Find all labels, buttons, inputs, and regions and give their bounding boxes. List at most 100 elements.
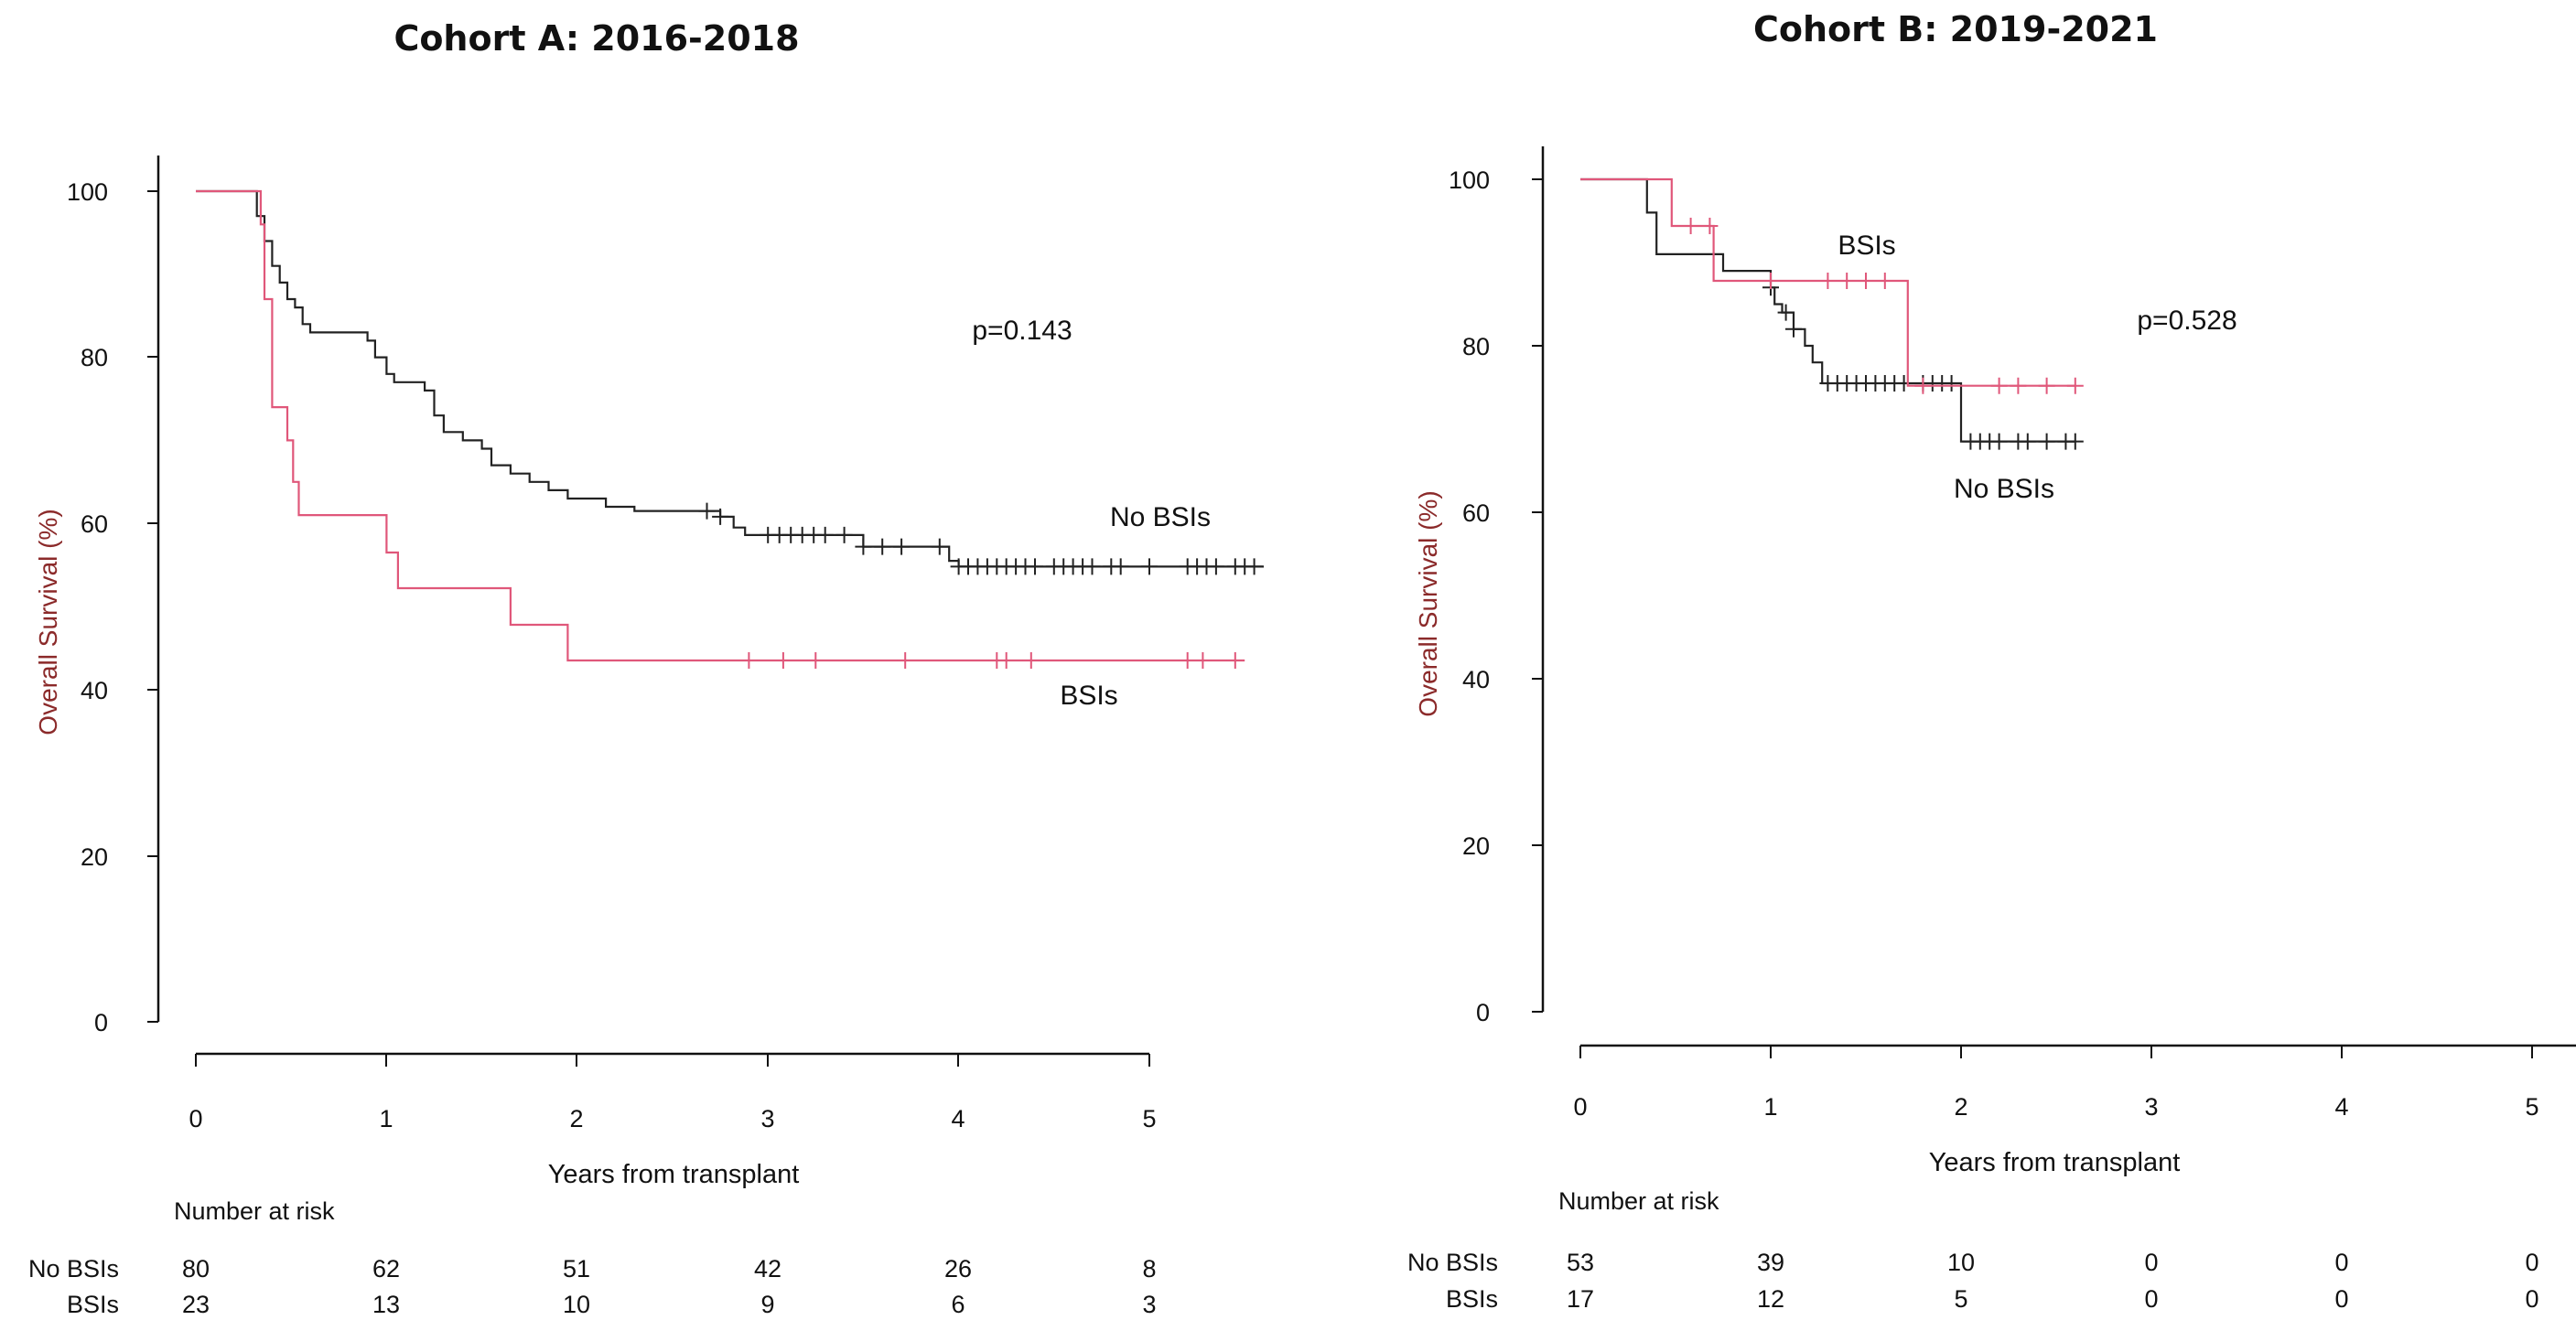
risk-value: 6: [951, 1291, 965, 1318]
risk-value: 0: [2334, 1249, 2348, 1276]
censor-mark: [740, 652, 758, 669]
risk-table: Number at risk No BSIs BSIs 53 39 10 0 0…: [1407, 1187, 2539, 1313]
y-tick-label: 60: [1462, 499, 1490, 527]
censor-mark: [855, 538, 872, 555]
censor-mark: [1112, 558, 1129, 575]
censor-mark: [1777, 304, 1795, 321]
x-tick-label: 4: [951, 1105, 965, 1132]
y-tick-label: 40: [1462, 666, 1490, 693]
censor-mark: [1022, 652, 1040, 669]
censor-mark: [2038, 377, 2055, 394]
censor-mark: [1207, 558, 1224, 575]
censor-mark: [835, 526, 853, 543]
x-tick-label: 0: [1573, 1093, 1587, 1121]
censor-mark: [893, 538, 911, 555]
censor-mark: [1701, 218, 1719, 234]
risk-value: 62: [372, 1255, 400, 1282]
x-axis-label: Years from transplant: [548, 1160, 800, 1189]
x-tick-label: 5: [1142, 1105, 1156, 1132]
risk-value: 10: [563, 1291, 590, 1318]
censor-mark: [1895, 375, 1913, 392]
x-tick-label: 3: [2144, 1093, 2158, 1121]
risk-value: 39: [1757, 1249, 1784, 1276]
censor-mark: [1194, 652, 1212, 669]
chart-title: Cohort B: 2019-2021: [1753, 9, 2158, 49]
censor-mark: [874, 538, 891, 555]
y-tick-label: 0: [94, 1009, 108, 1036]
censor-mark: [1245, 558, 1263, 575]
x-tick-label: 5: [2525, 1093, 2538, 1121]
series-label-bsis: BSIs: [1060, 681, 1117, 711]
risk-value: 0: [2144, 1249, 2158, 1276]
survival-curve-bsis: [196, 189, 1245, 662]
risk-value: 13: [372, 1291, 400, 1318]
panel-cohort-b: Cohort B: 2019-2021 0 20 40 60 80 100 0: [1407, 9, 2576, 1313]
x-tick-label: 1: [1763, 1093, 1777, 1121]
risk-value: 3: [1142, 1291, 1156, 1318]
y-tick-label: 80: [1462, 333, 1490, 360]
risk-value: 0: [2525, 1249, 2538, 1276]
censor-mark: [2066, 433, 2084, 450]
risk-value: 12: [1757, 1285, 1784, 1313]
censor-mark: [2038, 433, 2055, 450]
y-tick-label: 20: [81, 843, 108, 871]
series-label-no-bsis: No BSIs: [1110, 502, 1211, 532]
censor-mark: [1914, 377, 1932, 394]
censor-mark: [1682, 218, 1699, 234]
censor-mark: [1858, 273, 1874, 289]
censor-mark: [1785, 320, 1802, 338]
y-tick-label: 100: [67, 178, 108, 206]
censor-mark: [807, 652, 825, 669]
censor-mark: [712, 508, 729, 525]
censor-mark: [1762, 273, 1779, 289]
x-tick-label: 2: [569, 1105, 583, 1132]
censor-mark: [897, 652, 914, 669]
plot-area: [1580, 177, 2084, 450]
x-tick-label: 0: [189, 1105, 202, 1132]
censor-mark: [774, 652, 792, 669]
series-label-bsis: BSIs: [1838, 231, 1895, 261]
risk-value: 80: [182, 1255, 210, 1282]
p-value-label: p=0.143: [972, 316, 1072, 346]
censor-mark: [1027, 558, 1043, 575]
risk-value: 51: [563, 1255, 590, 1282]
risk-row-label: BSIs: [1446, 1285, 1498, 1313]
y-axis-label: Overall Survival (%): [34, 509, 62, 735]
risk-value: 53: [1567, 1249, 1594, 1276]
censor-mark: [1226, 652, 1244, 669]
risk-value: 5: [1954, 1285, 1967, 1313]
risk-table: Number at risk No BSIs BSIs 80 62 51 42 …: [28, 1197, 1157, 1318]
series-label-no-bsis: No BSIs: [1954, 474, 2054, 504]
x-tick-label: 4: [2334, 1093, 2348, 1121]
censor-mark: [1876, 273, 1893, 289]
y-axis-label: Overall Survival (%): [1414, 490, 1442, 716]
censor-mark: [2019, 433, 2036, 450]
risk-value: 23: [182, 1291, 210, 1318]
y-tick-label: 20: [1462, 832, 1490, 860]
chart-title: Cohort A: 2016-2018: [393, 18, 799, 59]
censor-mark: [997, 652, 1015, 669]
risk-value: 9: [760, 1291, 774, 1318]
p-value-label: p=0.528: [2137, 306, 2236, 336]
survival-curve-no-bsis: [1580, 177, 2075, 443]
censor-mark: [1083, 558, 1101, 575]
risk-value: 0: [2525, 1285, 2538, 1313]
risk-value: 42: [754, 1255, 781, 1282]
censor-mark: [1990, 433, 2008, 450]
risk-value: 17: [1567, 1285, 1594, 1313]
censor-mark: [1838, 273, 1856, 289]
risk-row-label: No BSIs: [28, 1255, 119, 1282]
censor-mark: [2066, 377, 2084, 394]
risk-value: 10: [1947, 1249, 1975, 1276]
censor-mark: [931, 538, 948, 555]
risk-value: 0: [2144, 1285, 2158, 1313]
survival-curve-no-bsis: [196, 189, 1264, 568]
censor-mark: [698, 502, 716, 520]
censor-mark: [1141, 558, 1158, 575]
censor-mark: [1819, 273, 1837, 289]
censor-mark: [1943, 375, 1960, 392]
censor-mark: [816, 526, 834, 543]
censor-mark: [2010, 377, 2027, 394]
risk-row-label: BSIs: [67, 1291, 119, 1318]
y-tick-label: 80: [81, 344, 108, 371]
